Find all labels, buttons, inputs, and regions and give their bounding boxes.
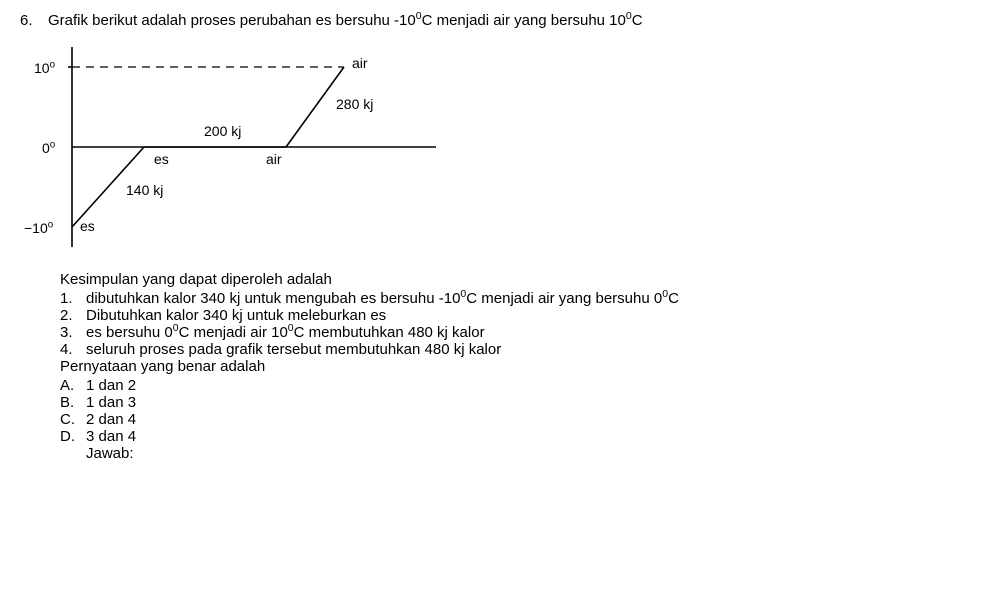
conclusion-item: 2.Dibutuhkan kalor 340 kj untuk meleburk… — [60, 307, 979, 324]
svg-text:280 kj: 280 kj — [336, 96, 373, 112]
y-label-0: 0o — [42, 140, 55, 156]
options-prompt: Pernyataan yang benar adalah — [60, 358, 979, 375]
conclusion-item-number: 3. — [60, 324, 86, 341]
svg-text:140 kj: 140 kj — [126, 182, 163, 198]
question-text: Grafik berikut adalah proses perubahan e… — [48, 12, 979, 29]
svg-text:air: air — [352, 55, 368, 71]
y-label-neg10-text: −10 — [24, 220, 48, 236]
question-number: 6. — [20, 12, 48, 29]
phase-change-chart: air 280 kj 200 kj air es 140 kj es — [36, 47, 466, 247]
conclusion-item-text: seluruh proses pada grafik tersebut memb… — [86, 341, 501, 358]
y-label-neg10-sup: o — [48, 219, 53, 230]
qtext-part-2: C — [632, 12, 643, 29]
svg-text:es: es — [154, 151, 169, 167]
qtext-part-1: C menjadi air yang bersuhu 10 — [422, 12, 626, 29]
y-label-0-sup: o — [50, 139, 55, 150]
svg-text:es: es — [80, 218, 95, 234]
conclusions-block: Kesimpulan yang dapat diperoleh adalah 1… — [60, 271, 979, 462]
svg-text:air: air — [266, 151, 282, 167]
svg-text:200 kj: 200 kj — [204, 123, 241, 139]
conclusion-item-number: 1. — [60, 290, 86, 307]
y-label-10: 10o — [34, 60, 55, 76]
option-letter: D. — [60, 428, 86, 445]
conclusion-item-text: dibutuhkan kalor 340 kj untuk mengubah e… — [86, 290, 679, 307]
options-list: A.1 dan 2B.1 dan 3C.2 dan 4D.3 dan 4 — [60, 377, 979, 445]
option-letter: C. — [60, 411, 86, 428]
question-row: 6. Grafik berikut adalah proses perubaha… — [20, 12, 979, 29]
conclusion-item-number: 2. — [60, 307, 86, 324]
option-text: 3 dan 4 — [86, 428, 136, 445]
y-label-0-text: 0 — [42, 140, 50, 156]
y-label-10-text: 10 — [34, 60, 50, 76]
y-label-neg10: −10o — [24, 220, 53, 236]
option-item: A.1 dan 2 — [60, 377, 979, 394]
conclusion-item: 4.seluruh proses pada grafik tersebut me… — [60, 341, 979, 358]
option-text: 2 dan 4 — [86, 411, 136, 428]
conclusions-heading: Kesimpulan yang dapat diperoleh adalah — [60, 271, 979, 288]
option-letter: B. — [60, 394, 86, 411]
option-letter: A. — [60, 377, 86, 394]
conclusion-item: 1.dibutuhkan kalor 340 kj untuk mengubah… — [60, 290, 979, 307]
chart-container: 10o 0o −10o air280 kj200 kjaires140 kjes — [36, 47, 466, 247]
option-item: D.3 dan 4 — [60, 428, 979, 445]
option-text: 1 dan 3 — [86, 394, 136, 411]
conclusion-item-number: 4. — [60, 341, 86, 358]
conclusions-list: 1.dibutuhkan kalor 340 kj untuk mengubah… — [60, 290, 979, 358]
conclusion-item-text: es bersuhu 00C menjadi air 100C membutuh… — [86, 324, 485, 341]
option-text: 1 dan 2 — [86, 377, 136, 394]
y-label-10-sup: o — [50, 59, 55, 70]
option-item: B.1 dan 3 — [60, 394, 979, 411]
option-item: C.2 dan 4 — [60, 411, 979, 428]
conclusion-item: 3.es bersuhu 00C menjadi air 100C membut… — [60, 324, 979, 341]
answer-label: Jawab: — [86, 445, 979, 462]
qtext-part-0: Grafik berikut adalah proses perubahan e… — [48, 12, 416, 29]
conclusion-item-text: Dibutuhkan kalor 340 kj untuk meleburkan… — [86, 307, 386, 324]
